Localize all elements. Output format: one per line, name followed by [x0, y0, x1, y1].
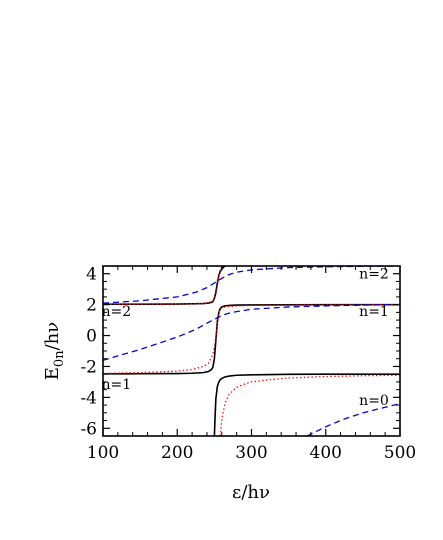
y-axis-title-tail: /hν [42, 322, 63, 351]
x-tick-label: 200 [161, 443, 193, 463]
series-line-6 [103, 266, 400, 304]
series-line-0 [103, 266, 400, 305]
series-line-4 [103, 303, 400, 375]
annotation-layer: n=2 n=1 n=0 n=2 n=1 [102, 266, 389, 409]
x-tick-label: 300 [235, 443, 267, 463]
series-line-7 [103, 303, 400, 361]
plot-frame [102, 265, 401, 437]
ticks-layer: 100 200 300 400 500 -6 -4 -2 0 2 4 [80, 265, 416, 463]
y-tick-label: 4 [86, 265, 97, 285]
y-tick-label: 2 [86, 296, 97, 316]
series-line-8 [306, 402, 400, 436]
level-label: n=1 [102, 377, 132, 393]
x-tick-label: 400 [310, 443, 342, 463]
y-tick-label: -4 [80, 388, 97, 408]
y-tick-label: -2 [80, 357, 97, 377]
series-layer [103, 266, 400, 436]
series-line-2 [213, 373, 400, 436]
y-tick-label: -6 [80, 419, 97, 439]
y-axis-title: E0n/hν [42, 322, 67, 380]
y-tick-label: 0 [86, 327, 97, 347]
y-axis-title-subscript: 0n [52, 350, 67, 367]
series-line-5 [219, 374, 400, 436]
x-axis-title: ε/hν [232, 482, 270, 503]
level-label: n=2 [102, 304, 132, 320]
x-tick-label: 100 [87, 443, 119, 463]
level-label: n=0 [359, 393, 389, 409]
level-label: n=1 [359, 304, 389, 320]
series-line-1 [103, 303, 400, 375]
x-tick-label: 500 [384, 443, 416, 463]
level-label: n=2 [359, 266, 389, 282]
y-axis-title-main: E [42, 367, 63, 380]
